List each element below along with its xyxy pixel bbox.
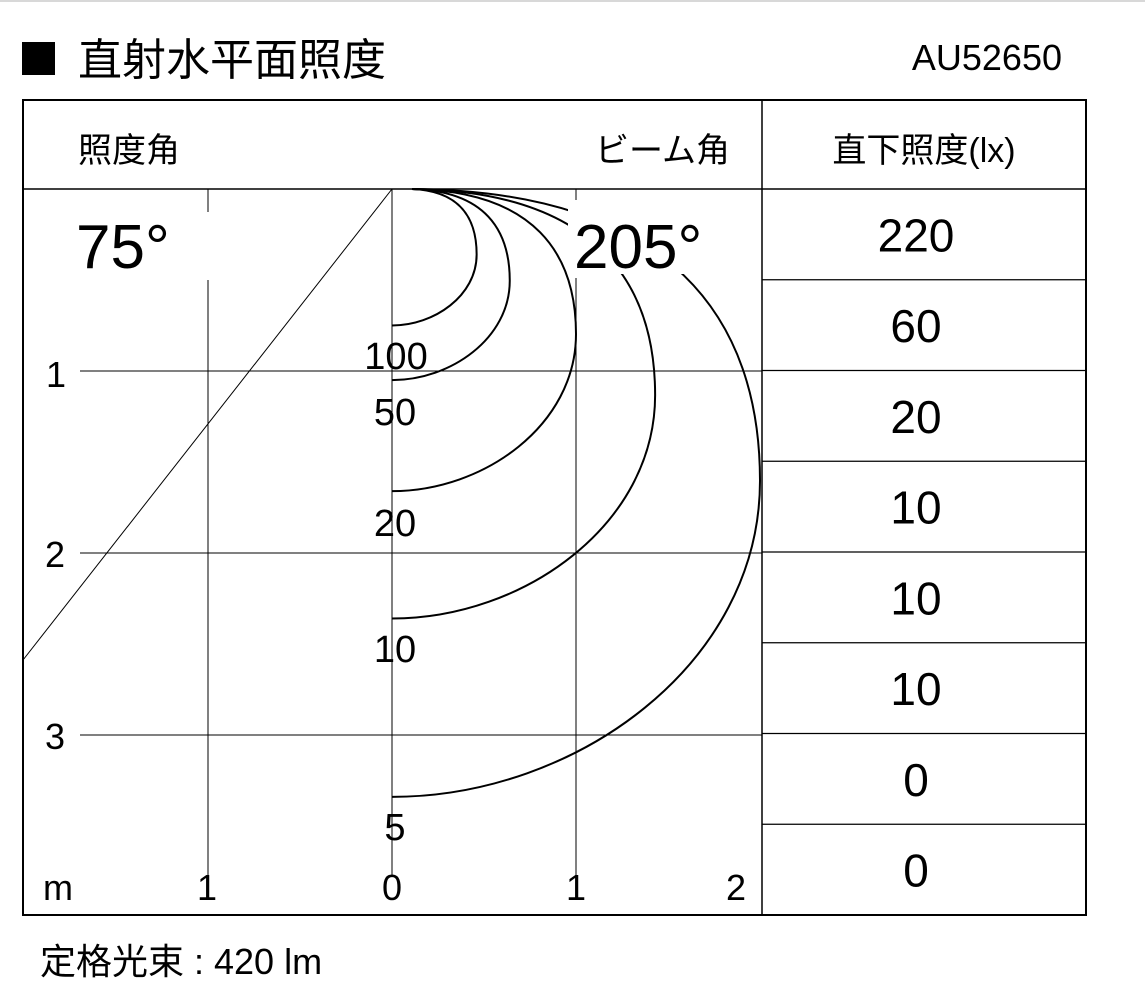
- model-number: AU52650: [912, 37, 1062, 78]
- direct-illuminance-label: 直下照度(lx): [832, 132, 1015, 170]
- contour-label-20: 20: [374, 503, 416, 545]
- contour-label-50: 50: [374, 392, 416, 434]
- x-tick-0: 0: [382, 867, 402, 908]
- y-tick-1: 1: [46, 354, 66, 395]
- beam-angle-value: 205°: [574, 213, 702, 282]
- direct-illuminance-value: 10: [890, 663, 941, 715]
- x-tick-1: 1: [566, 867, 586, 908]
- direct-illuminance-value: 220: [878, 209, 955, 261]
- illuminance-angle-line: [22, 188, 393, 661]
- diagram-frame: [22, 99, 1087, 916]
- y-tick-2: 2: [45, 534, 65, 575]
- axis-unit: m: [43, 867, 73, 908]
- beam-angle-label: ビーム角: [595, 132, 730, 170]
- y-tick-3: 3: [45, 716, 65, 757]
- direct-illuminance-value: 10: [890, 482, 941, 534]
- isolux-contour-100: [391, 188, 478, 327]
- isolux-contour-50: [391, 188, 511, 382]
- x-tick-neg1: 1: [197, 867, 217, 908]
- isolux-contour-10: [391, 188, 657, 620]
- page-title: 直射水平面照度: [78, 36, 386, 85]
- beam-angle-mask: [568, 202, 718, 274]
- illuminance-angle-value: 75°: [76, 213, 170, 282]
- x-tick-2: 2: [726, 867, 746, 908]
- direct-illuminance-value: 20: [890, 391, 941, 443]
- contour-label-100: 100: [364, 336, 427, 378]
- illuminance-angle-label: 照度角: [78, 132, 180, 170]
- direct-illuminance-table: 220 60 20 10 10 10 0 0: [762, 209, 1086, 897]
- direct-illuminance-value: 0: [903, 754, 929, 806]
- isolux-contour-20: [391, 188, 578, 493]
- grid: [80, 189, 762, 876]
- rated-flux: 定格光束 : 420 lm: [40, 941, 322, 982]
- direct-illuminance-value: 60: [890, 300, 941, 352]
- contour-label-10: 10: [374, 629, 416, 671]
- contour-label-5: 5: [384, 807, 405, 849]
- title-marker-icon: [22, 42, 55, 75]
- top-border: [0, 0, 1145, 2]
- direct-illuminance-value: 0: [903, 845, 929, 897]
- direct-illuminance-value: 10: [890, 572, 941, 624]
